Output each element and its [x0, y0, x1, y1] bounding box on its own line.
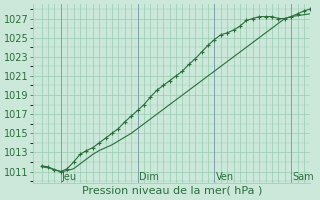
- X-axis label: Pression niveau de la mer( hPa ): Pression niveau de la mer( hPa ): [82, 186, 262, 196]
- Text: Jeu: Jeu: [62, 172, 77, 182]
- Text: Dim: Dim: [139, 172, 159, 182]
- Text: Sam: Sam: [292, 172, 314, 182]
- Text: Ven: Ven: [215, 172, 234, 182]
